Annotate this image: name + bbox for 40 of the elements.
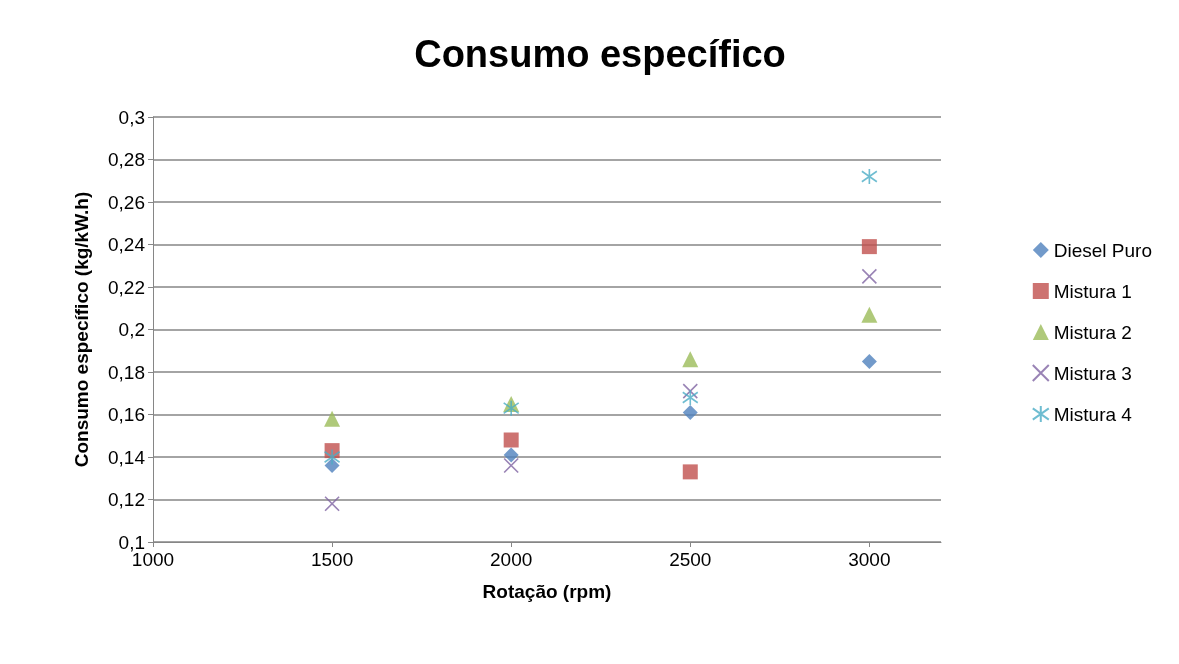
point xyxy=(861,353,877,369)
y-tick-label: 0,1 xyxy=(118,531,145,553)
legend-label: Diesel Puro xyxy=(1053,239,1153,261)
point xyxy=(503,447,519,463)
point xyxy=(503,457,519,474)
y-tick-label: 0,24 xyxy=(108,234,146,255)
legend-label: Mistura 3 xyxy=(1053,362,1132,384)
point xyxy=(682,404,698,420)
y-tick-label: 0,22 xyxy=(108,276,145,298)
point xyxy=(861,168,878,185)
point xyxy=(682,383,699,399)
point xyxy=(323,448,341,466)
y-tick-label: 0,16 xyxy=(108,404,145,425)
x-tick-label: 2000 xyxy=(490,549,533,570)
y-tick-label: 0,26 xyxy=(108,191,145,213)
point xyxy=(324,495,340,512)
chart-title: Consumo específico xyxy=(414,33,786,75)
y-tick-label: 0,3 xyxy=(118,106,145,128)
x-tick-label: 2500 xyxy=(669,549,712,570)
legend-label: Mistura 1 xyxy=(1053,280,1132,302)
point xyxy=(861,306,878,323)
y-tick-label: 0,14 xyxy=(108,446,146,468)
y-tick-label: 0,18 xyxy=(108,361,145,383)
y-tick-label: 0,28 xyxy=(108,149,145,170)
legend-label: Mistura 4 xyxy=(1053,403,1133,425)
y-tick-label: 0,2 xyxy=(118,319,145,340)
point xyxy=(503,432,519,448)
y-axis-title: Consumo específico (kg/kW.h) xyxy=(71,191,92,468)
point xyxy=(861,268,878,285)
point xyxy=(681,389,699,406)
point xyxy=(682,464,698,480)
x-tick-label: 1500 xyxy=(310,549,354,570)
x-tick-label: 3000 xyxy=(848,549,891,570)
legend-label: Mistura 2 xyxy=(1053,321,1132,343)
point xyxy=(861,239,877,255)
point xyxy=(502,399,520,417)
x-axis-title: Rotação (rpm) xyxy=(482,581,612,602)
y-tick-label: 0,12 xyxy=(108,489,145,510)
point xyxy=(324,410,341,427)
point xyxy=(682,351,699,368)
